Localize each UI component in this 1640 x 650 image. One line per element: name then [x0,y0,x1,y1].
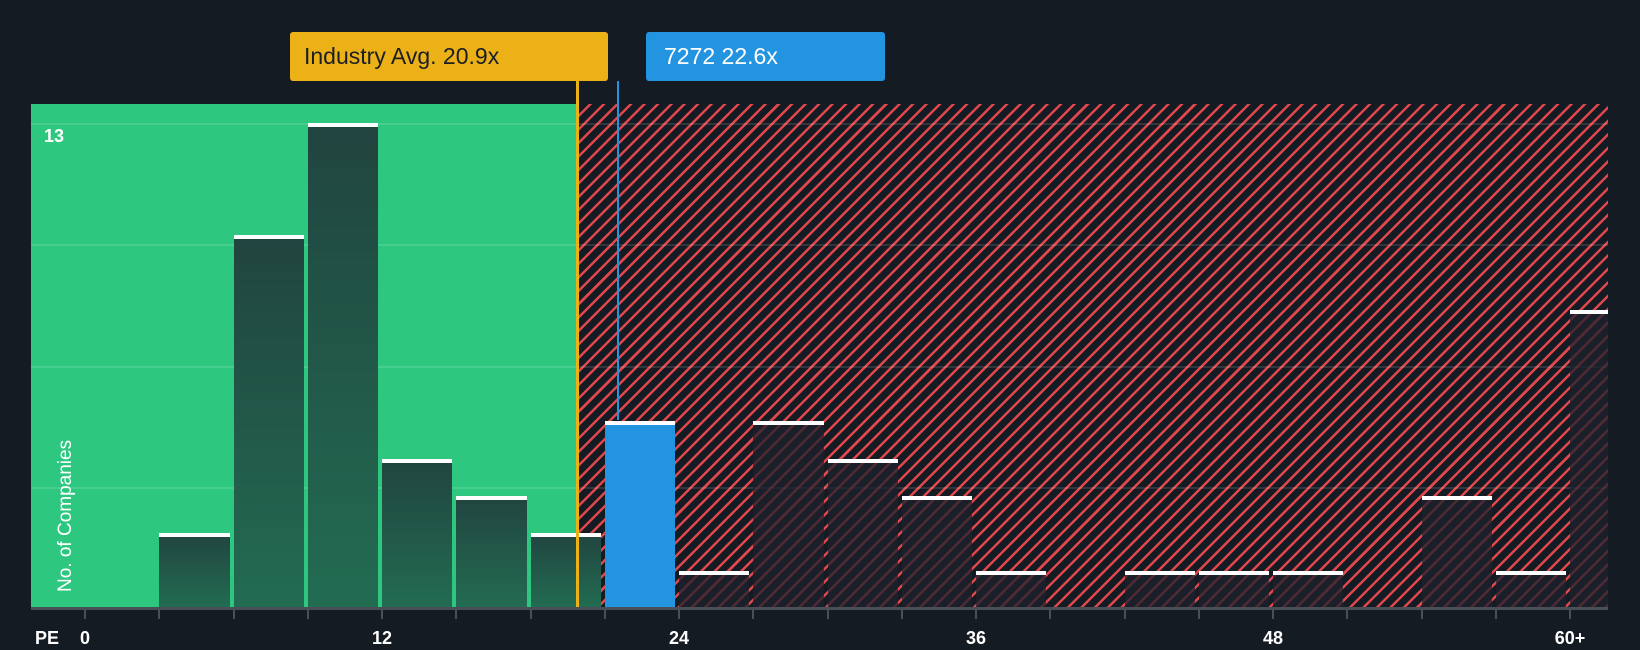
bar-cap [1124,570,1195,575]
y-axis-max-label: 13 [44,126,65,146]
histogram-bar [679,570,750,608]
x-tick [603,610,606,619]
industry-avg-marker-line [576,81,580,607]
x-tick [900,610,903,619]
x-tick [1569,610,1571,619]
histogram-bar [827,458,898,608]
y-axis-title: No. of Companies [55,439,76,592]
gridline [31,123,1608,125]
bar-cap [1570,309,1608,314]
x-tick [381,610,383,619]
bar-cap [307,123,378,127]
x-tick [1420,610,1423,619]
bar-cap [827,458,898,463]
x-tick-label: 12 [371,628,393,648]
x-tick [455,610,458,619]
x-axis-title: PE [35,628,60,648]
x-tick [1123,610,1126,619]
bar-cap [456,496,527,501]
bar-cap [233,234,304,239]
histogram-bar [1198,570,1269,608]
industry-avg-callout: Industry Avg. 20.9x [290,32,608,81]
x-tick [158,610,161,619]
x-tick [1272,610,1274,619]
histogram-bar [159,533,230,608]
gridline [31,244,1608,247]
x-tick [306,610,309,619]
histogram-bar [456,496,527,608]
bar-cap [976,570,1047,575]
x-tick [1197,610,1200,619]
bar-cap [1273,570,1344,575]
x-tick [1049,610,1052,619]
x-axis-line [31,607,1608,610]
x-tick-label: 48 [1262,628,1284,648]
x-tick [84,610,86,619]
company-marker-line [617,81,620,420]
bar-cap [1421,496,1492,501]
company-pe-callout: 7272 22.6x [646,32,885,81]
gridline [31,365,1608,368]
plot-area [31,104,1608,608]
histogram-bar [307,123,378,608]
histogram-bar [1124,570,1195,608]
histogram-bar [753,421,824,608]
x-tick [826,610,829,619]
bar-cap [159,533,230,538]
histogram-bar [901,496,972,608]
bar-cap [753,421,824,426]
bar-cap [604,421,675,426]
x-tick [1494,610,1497,619]
histogram-bar [1495,570,1566,608]
histogram-bar [1421,496,1492,608]
x-tick [529,610,532,619]
histogram-bar [1273,570,1344,608]
x-tick [232,610,235,619]
histogram-bar [382,458,453,608]
bar-cap [382,458,453,463]
bar-cap [530,533,601,538]
x-tick [975,610,977,619]
x-tick [678,610,680,619]
bar-cap [1198,570,1269,575]
histogram-bar [1570,309,1608,608]
bar-cap [901,496,972,501]
x-tick-label: 36 [965,628,987,648]
x-tick [1346,610,1349,619]
company-bar [604,421,675,608]
x-tick [752,610,755,619]
histogram-bar [976,570,1047,608]
x-tick-label: 24 [668,628,690,648]
x-tick-label: 0 [79,628,91,648]
bar-cap [1495,570,1566,575]
histogram-bar [233,234,304,608]
histogram-bar [530,533,601,608]
bar-cap [679,570,750,575]
x-tick-label: 60+ [1554,628,1586,648]
